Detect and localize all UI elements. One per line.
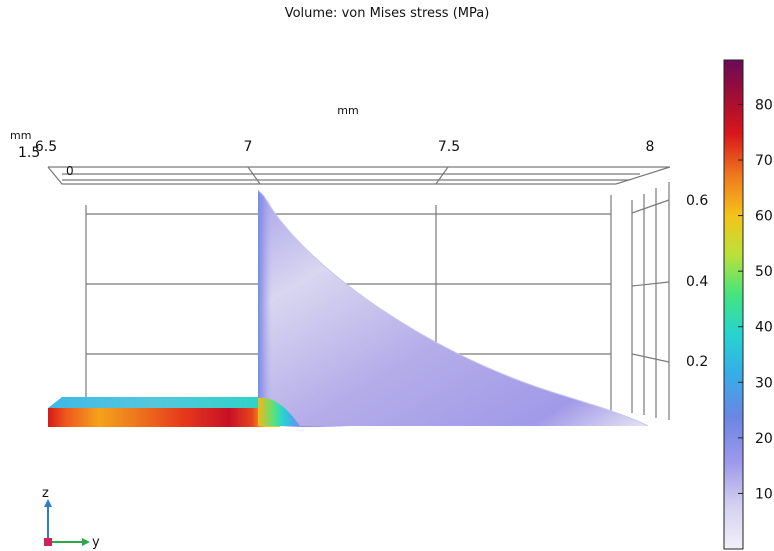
origin-marker — [44, 538, 52, 546]
x-axis-unit: mm — [337, 104, 358, 117]
y-arrow-icon — [82, 538, 90, 546]
colorbar-tick-label: 70 — [755, 153, 773, 169]
z-tick-label: 0.4 — [686, 274, 708, 290]
z-arrow-icon — [44, 499, 52, 507]
base-top-strip — [48, 397, 258, 408]
colorbar: 10 20 30 40 50 60 70 80 — [723, 59, 773, 550]
x-tick-label: 7 — [244, 139, 253, 155]
triad-y-label: y — [92, 535, 100, 550]
depth-tick-1: 1.5 — [18, 145, 40, 161]
plot-title: Volume: von Mises stress (MPa) — [285, 6, 490, 21]
colorbar-tick-label: 50 — [755, 264, 773, 280]
colorbar-tick-label: 60 — [755, 209, 773, 225]
x-tick-label: 7.5 — [438, 139, 460, 155]
fin-surface — [258, 190, 648, 426]
colorbar-tick-label: 30 — [755, 375, 773, 391]
colorbar-bar — [723, 59, 744, 550]
colorbar-tick-label: 80 — [755, 97, 773, 113]
colorbar-tick-label: 10 — [755, 486, 773, 502]
stress-geometry — [48, 189, 649, 427]
fin-edge-shade — [258, 190, 272, 426]
depth-unit-label: mm — [10, 129, 31, 142]
x-tick-label: 8 — [646, 139, 655, 155]
z-tick-label: 0.2 — [686, 354, 708, 370]
z-tick-label: 0.6 — [686, 193, 708, 209]
colorbar-tick-label: 20 — [755, 431, 773, 447]
triad-z-label: z — [42, 486, 49, 501]
grid-frame — [47, 166, 671, 420]
depth-tick-2: 0 — [66, 164, 74, 178]
colorbar-tick-label: 40 — [755, 320, 773, 336]
base-plate — [48, 408, 280, 427]
axis-triad: z y — [42, 486, 100, 550]
fin-root — [258, 397, 300, 426]
x-tick-label: 6.5 — [35, 139, 57, 155]
